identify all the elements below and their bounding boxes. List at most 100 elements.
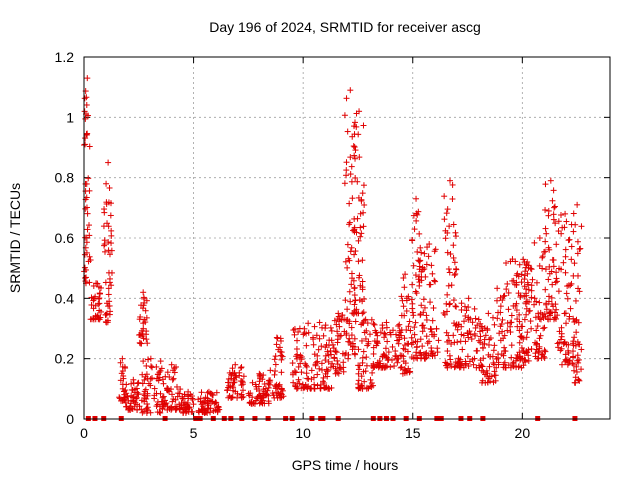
data-point — [558, 230, 565, 237]
data-point — [344, 264, 351, 271]
data-point — [367, 376, 374, 383]
data-point — [122, 365, 129, 372]
data-point — [572, 221, 579, 228]
data-point — [341, 351, 348, 358]
data-point — [163, 387, 170, 394]
data-point — [549, 256, 556, 263]
data-point — [123, 381, 130, 388]
data-point — [427, 351, 434, 358]
data-point — [523, 305, 530, 312]
data-point — [576, 288, 583, 295]
data-point — [444, 348, 451, 355]
data-point — [494, 297, 501, 304]
data-point — [571, 367, 578, 374]
data-point — [140, 289, 147, 296]
data-point — [555, 228, 562, 235]
data-point — [349, 195, 356, 202]
data-point — [500, 293, 507, 300]
data-point — [81, 251, 88, 258]
data-point — [524, 349, 531, 356]
data-point — [351, 251, 358, 258]
data-point — [360, 348, 367, 355]
data-point — [574, 238, 581, 245]
data-point — [542, 225, 549, 232]
data-point — [311, 351, 318, 358]
data-point — [478, 362, 485, 369]
data-point — [335, 313, 342, 320]
data-point — [470, 361, 477, 368]
data-point — [354, 178, 361, 185]
data-point — [328, 337, 335, 344]
data-point — [365, 338, 372, 345]
data-point — [578, 346, 585, 353]
data-point — [370, 344, 377, 351]
data-point — [153, 403, 160, 410]
data-point — [409, 309, 416, 316]
data-point — [172, 396, 179, 403]
data-point — [464, 330, 471, 337]
data-point — [566, 313, 573, 320]
data-point — [357, 210, 364, 217]
data-point — [570, 228, 577, 235]
data-point — [572, 374, 579, 381]
data-point — [558, 324, 565, 331]
data-point — [415, 276, 422, 283]
data-point — [471, 305, 478, 312]
data-point — [451, 364, 458, 371]
data-point — [417, 336, 424, 343]
data-point — [81, 108, 88, 115]
data-point — [353, 309, 360, 316]
data-point — [316, 335, 323, 342]
data-point — [445, 282, 452, 289]
data-point — [237, 364, 244, 371]
data-point — [190, 401, 197, 408]
data-point — [446, 223, 453, 230]
data-point — [361, 317, 368, 324]
data-point — [423, 333, 430, 340]
data-point — [293, 385, 300, 392]
data-point — [105, 291, 112, 298]
data-point — [88, 301, 95, 308]
data-point — [317, 385, 324, 392]
data-point — [398, 293, 405, 300]
data-point — [521, 259, 528, 266]
data-point — [303, 363, 310, 370]
data-point — [402, 342, 409, 349]
data-point — [416, 279, 423, 286]
data-point — [334, 361, 341, 368]
data-point — [257, 399, 264, 406]
data-point — [490, 347, 497, 354]
data-point — [486, 363, 493, 370]
data-point — [273, 334, 280, 341]
data-point — [447, 251, 454, 258]
data-point — [328, 327, 335, 334]
data-point — [143, 314, 150, 321]
data-point — [513, 300, 520, 307]
data-point — [518, 323, 525, 330]
data-point — [347, 298, 354, 305]
data-point — [400, 345, 407, 352]
data-point — [358, 230, 365, 237]
data-point — [523, 292, 530, 299]
data-point — [364, 320, 371, 327]
data-point — [408, 296, 415, 303]
data-point — [339, 312, 346, 319]
data-point — [536, 299, 543, 306]
data-point — [355, 370, 362, 377]
data-point — [549, 281, 556, 288]
data-point — [520, 362, 527, 369]
data-point — [442, 227, 449, 234]
data-point — [444, 308, 451, 315]
data-point — [239, 387, 246, 394]
data-point — [327, 364, 334, 371]
data-point — [409, 237, 416, 244]
data-point — [454, 326, 461, 333]
data-point — [401, 335, 408, 342]
data-point — [522, 300, 529, 307]
data-point — [546, 246, 553, 253]
data-point — [102, 279, 109, 286]
data-point — [158, 365, 165, 372]
data-point — [350, 143, 357, 150]
data-point — [292, 369, 299, 376]
data-point — [82, 205, 89, 212]
